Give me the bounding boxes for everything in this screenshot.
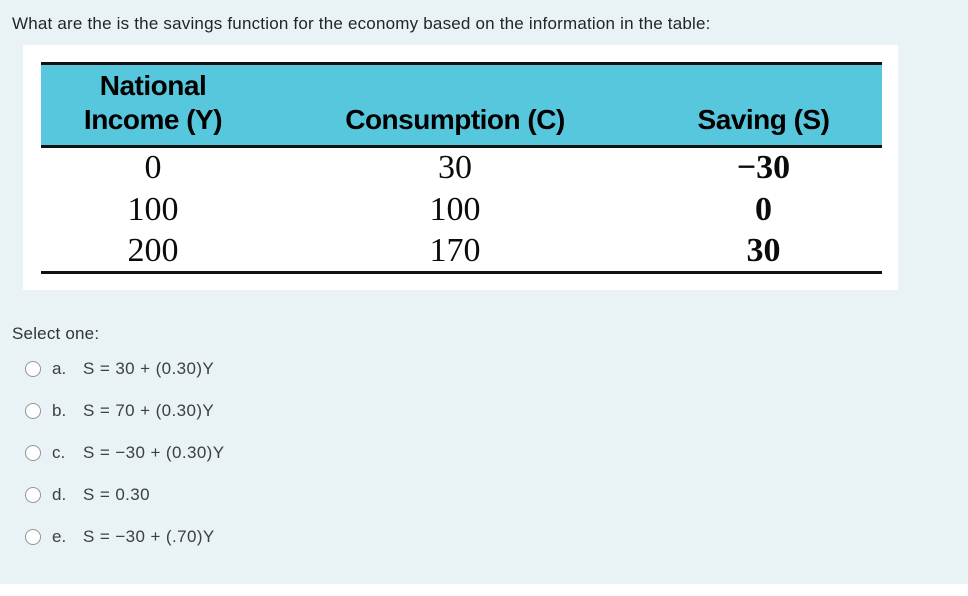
radio-button[interactable] [25,529,41,545]
question-text: What are the is the savings function for… [12,14,711,33]
table-header-row: National Income (Y) Consumption (C) Savi… [41,63,882,148]
option-letter: c. [52,443,66,462]
cell-saving: 30 [746,231,781,269]
table-row: 0 30 −30 [41,147,882,189]
quiz-page: What are the is the savings function for… [0,0,968,584]
header-national-line1: National [99,70,207,101]
cell-consumption: 170 [429,231,481,269]
answer-option-d[interactable]: d. S = 0.30 [25,484,968,506]
radio-button[interactable] [25,361,41,377]
option-formula: S = 30 + (0.30)Y [83,359,215,378]
table-image-card: National Income (Y) Consumption (C) Savi… [23,45,898,290]
option-formula: S = 70 + (0.30)Y [83,401,215,420]
header-national-line2: Income (Y) [83,104,223,135]
answer-option-b[interactable]: b. S = 70 + (0.30)Y [25,400,968,422]
option-formula: S = −30 + (.70)Y [83,527,215,546]
answer-option-c[interactable]: c. S = −30 + (0.30)Y [25,442,968,464]
economy-table: National Income (Y) Consumption (C) Savi… [41,62,882,274]
header-saving: Saving (S) [645,63,882,148]
radio-button[interactable] [25,445,41,461]
header-consumption: Consumption (C) [265,63,645,148]
header-consumption-label: Consumption (C) [345,104,565,135]
select-one-label: Select one: [12,324,100,343]
option-formula: S = −30 + (0.30)Y [83,443,225,462]
option-letter: b. [52,401,67,420]
option-letter: e. [52,527,67,546]
option-formula: S = 0.30 [83,485,150,504]
table-row: 100 100 0 [41,189,882,231]
cell-income: 200 [127,231,179,269]
answer-option-a[interactable]: a. S = 30 + (0.30)Y [25,358,968,380]
bottom-strip [0,584,968,596]
header-saving-label: Saving (S) [697,104,830,135]
radio-button[interactable] [25,403,41,419]
cell-saving: −30 [736,149,791,187]
cell-consumption: 30 [438,149,472,187]
option-letter: a. [52,359,67,378]
answer-options: a. S = 30 + (0.30)Y b. S = 70 + (0.30)Y … [0,358,968,548]
cell-income: 100 [127,190,179,228]
cell-income: 0 [144,149,162,187]
answer-option-e[interactable]: e. S = −30 + (.70)Y [25,526,968,548]
header-national-income: National Income (Y) [41,63,265,148]
table-row: 200 170 30 [41,231,882,273]
option-letter: d. [52,485,67,504]
cell-saving: 0 [755,190,772,228]
cell-consumption: 100 [429,190,481,228]
radio-button[interactable] [25,487,41,503]
